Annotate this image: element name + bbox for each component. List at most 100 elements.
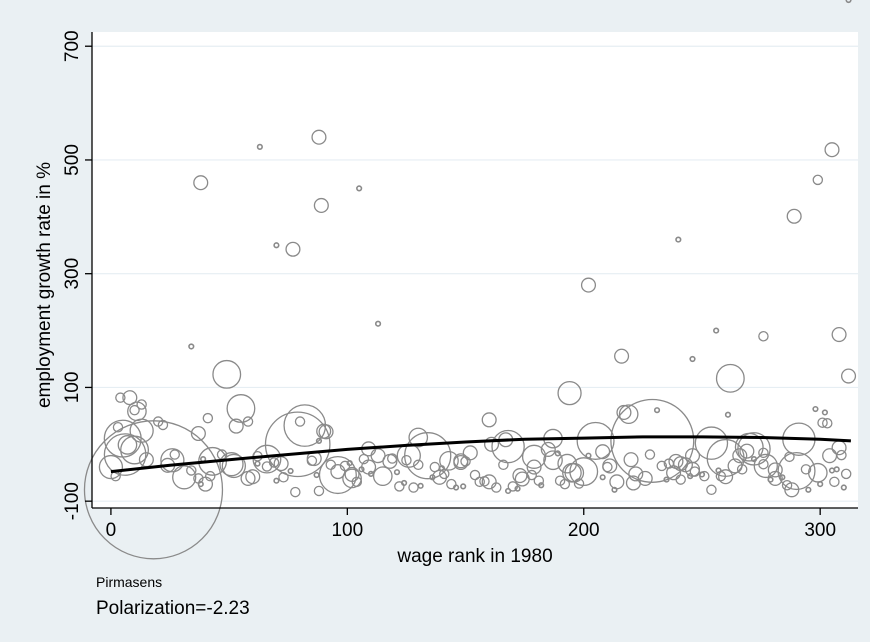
data-point	[663, 476, 670, 483]
y-tick-label: -100	[62, 482, 83, 520]
data-point	[822, 418, 833, 429]
data-point	[610, 398, 695, 483]
data-point	[408, 427, 429, 448]
data-point	[653, 407, 661, 414]
data-point	[481, 412, 497, 428]
data-point	[758, 458, 769, 470]
fit-line	[110, 435, 851, 474]
y-tick-label: 100	[62, 372, 83, 404]
data-point	[315, 437, 323, 444]
data-point	[750, 455, 758, 463]
data-point	[585, 452, 592, 459]
data-point	[829, 476, 840, 488]
data-point	[623, 452, 639, 468]
data-point	[452, 484, 460, 491]
data-point	[576, 421, 615, 460]
data-point	[351, 476, 363, 488]
data-point	[172, 465, 197, 490]
data-point	[98, 454, 124, 480]
data-point	[479, 476, 490, 487]
data-point	[668, 453, 684, 469]
data-point	[491, 482, 502, 493]
data-point	[675, 236, 682, 243]
data-point	[474, 476, 485, 488]
data-point	[715, 363, 745, 393]
data-point	[374, 320, 382, 327]
data-point	[439, 450, 459, 471]
data-point	[616, 404, 632, 421]
data-points	[83, 0, 857, 560]
data-point	[684, 448, 701, 464]
data-point	[611, 486, 618, 493]
data-point	[127, 401, 147, 422]
data-point	[367, 470, 375, 477]
data-point	[387, 453, 398, 464]
data-point	[193, 175, 209, 191]
data-point	[358, 466, 365, 473]
data-point	[460, 483, 467, 490]
plot-area	[92, 32, 858, 508]
data-point	[644, 449, 656, 460]
data-point	[186, 465, 197, 476]
data-point	[812, 405, 819, 413]
data-point	[325, 459, 337, 471]
data-point	[330, 464, 346, 480]
data-point	[129, 404, 140, 416]
axes: 0 100 200 300 -100 100 300 500 700	[62, 30, 858, 541]
data-point	[453, 453, 469, 469]
data-point	[514, 485, 521, 492]
data-point	[226, 394, 256, 423]
data-point	[117, 435, 138, 455]
data-point	[817, 417, 828, 428]
data-point	[800, 464, 812, 475]
data-point	[498, 459, 509, 471]
data-point	[204, 470, 216, 482]
data-point	[483, 436, 500, 452]
data-point	[687, 473, 694, 480]
data-point	[372, 466, 393, 487]
data-point	[758, 447, 769, 459]
data-point	[188, 343, 195, 350]
data-point	[287, 467, 294, 475]
data-point	[438, 465, 446, 472]
data-point	[779, 474, 786, 481]
data-point	[812, 174, 824, 186]
data-point	[777, 451, 816, 491]
data-point	[401, 454, 412, 466]
data-point	[393, 469, 401, 476]
data-point	[580, 277, 597, 293]
data-point	[753, 453, 778, 479]
data-point	[318, 424, 334, 440]
data-point	[543, 450, 563, 471]
x-axis-label: wage rank in 1980	[396, 546, 552, 567]
data-point	[663, 458, 675, 469]
data-point	[698, 471, 706, 478]
data-point	[394, 481, 405, 492]
data-point	[221, 453, 247, 479]
data-point	[614, 348, 630, 364]
data-point	[273, 456, 289, 472]
data-point	[278, 472, 289, 483]
data-point	[715, 467, 722, 474]
data-point	[521, 444, 547, 469]
data-point	[817, 481, 824, 488]
data-point	[618, 404, 639, 425]
y-tick-label: 700	[62, 30, 83, 62]
data-point	[540, 441, 556, 457]
data-point	[358, 453, 370, 465]
data-point	[245, 469, 261, 485]
data-point	[431, 469, 448, 485]
data-point	[429, 474, 436, 481]
data-point	[758, 331, 769, 342]
data-point	[538, 482, 545, 489]
data-point	[313, 471, 320, 479]
data-point	[767, 462, 783, 478]
data-point	[767, 476, 774, 483]
data-point	[689, 355, 696, 363]
data-point	[400, 479, 408, 487]
data-point	[637, 470, 653, 486]
data-point	[169, 449, 180, 460]
data-point	[417, 482, 424, 489]
data-point	[694, 426, 729, 460]
data-point	[197, 481, 204, 488]
